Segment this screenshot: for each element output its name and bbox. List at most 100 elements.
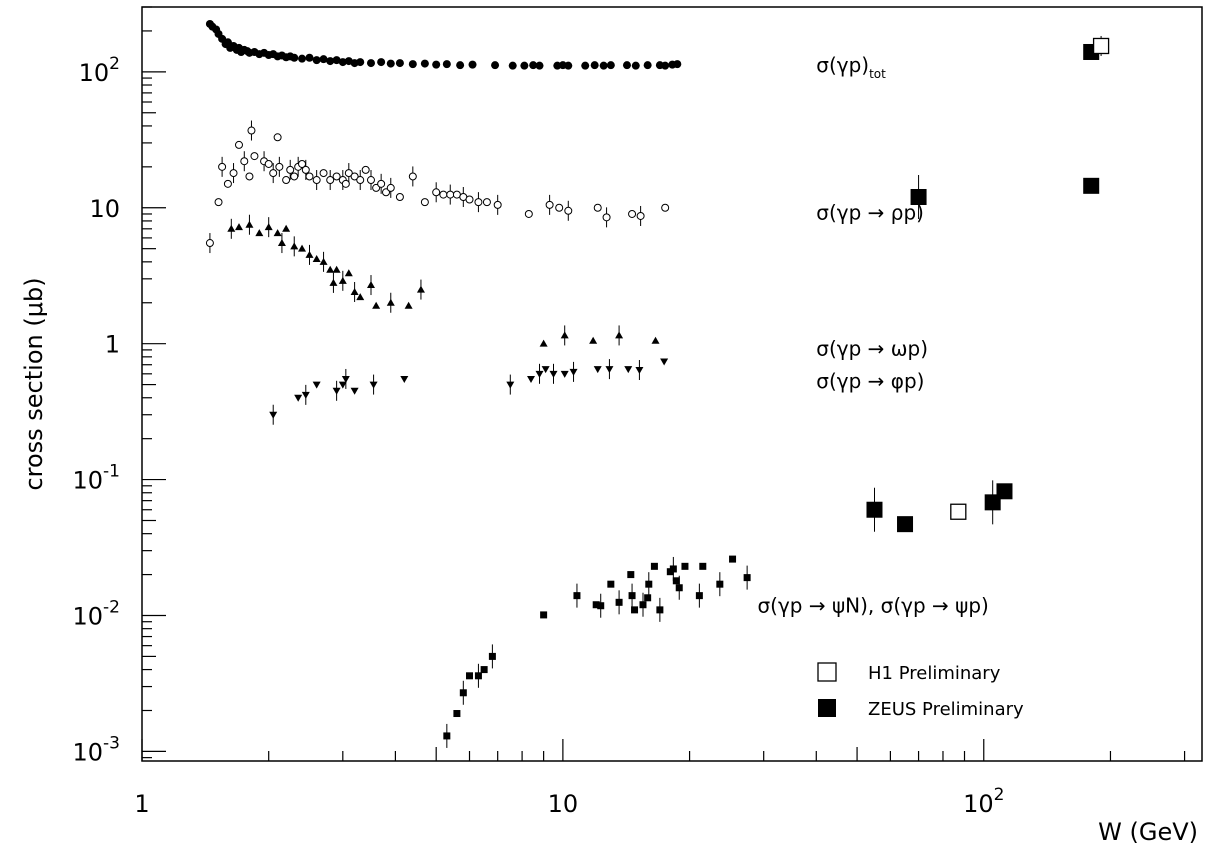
- data-point: [540, 611, 548, 619]
- data-point: [628, 592, 636, 600]
- series-annotation: σ(γp → ψN), σ(γp → ψp): [757, 594, 988, 618]
- data-point: [386, 298, 395, 306]
- data-point: [545, 200, 554, 209]
- data-point: [661, 61, 670, 70]
- data-point: [592, 601, 600, 609]
- data-point: [573, 592, 581, 600]
- data-point: [624, 366, 633, 374]
- data-point: [326, 176, 335, 185]
- data-point: [245, 220, 254, 228]
- data-point: [1092, 37, 1110, 55]
- data-point: [366, 281, 375, 289]
- data-point: [332, 387, 341, 395]
- data-point: [644, 594, 652, 602]
- series-annotation: σ(γp → ρp): [816, 200, 924, 224]
- data-point: [273, 229, 282, 237]
- data-point: [269, 411, 278, 419]
- data-point: [474, 672, 482, 680]
- data-point: [560, 370, 569, 378]
- plot-frame: [141, 6, 1203, 762]
- data-point: [628, 209, 637, 218]
- data-point: [395, 192, 404, 201]
- data-point: [227, 224, 236, 232]
- data-point: [622, 61, 631, 70]
- data-point: [404, 301, 413, 309]
- data-point: [432, 188, 441, 197]
- legend-label: ZEUS Preliminary: [868, 699, 1024, 720]
- data-point: [294, 394, 303, 402]
- data-point: [420, 59, 429, 68]
- data-point: [350, 172, 359, 181]
- data-point: [549, 370, 558, 378]
- data-point: [350, 287, 359, 295]
- data-point: [593, 203, 602, 212]
- data-point: [356, 293, 365, 301]
- data-point: [482, 198, 491, 207]
- data-point: [329, 278, 338, 286]
- data-point: [605, 366, 614, 374]
- data-point: [416, 285, 425, 293]
- data-point: [493, 200, 502, 209]
- data-point: [599, 61, 608, 70]
- data-point: [442, 60, 451, 69]
- data-point: [645, 580, 653, 588]
- data-point: [372, 301, 381, 309]
- data-point: [660, 358, 669, 366]
- data-point: [607, 580, 615, 588]
- data-point: [480, 666, 488, 674]
- data-point: [564, 61, 573, 70]
- data-point: [564, 206, 573, 215]
- data-point: [643, 61, 652, 70]
- data-point: [338, 58, 347, 67]
- data-point: [332, 56, 341, 65]
- data-point: [699, 562, 707, 570]
- data-point: [245, 172, 254, 181]
- y-axis-label: cross section (μb): [20, 277, 48, 490]
- data-point: [593, 366, 602, 374]
- data-point: [319, 55, 328, 64]
- data-point: [474, 198, 483, 207]
- data-point: [488, 652, 496, 660]
- data-point: [344, 269, 353, 277]
- y-tick-label: 10-2: [73, 597, 121, 630]
- data-point: [627, 571, 635, 579]
- data-point: [743, 574, 751, 582]
- data-point: [672, 577, 680, 585]
- data-point: [290, 53, 299, 62]
- tick-labels: 1 10 102 10-3 10-2 10-1 1 10 102: [73, 54, 1005, 818]
- data-point: [218, 162, 227, 171]
- data-point: [282, 224, 291, 232]
- data-point: [290, 172, 299, 181]
- data-point: [661, 203, 670, 212]
- data-point: [589, 336, 598, 344]
- data-point: [996, 483, 1013, 500]
- data-point: [298, 54, 307, 63]
- data-point: [527, 375, 536, 383]
- data-point: [395, 59, 404, 68]
- data-point: [439, 190, 448, 199]
- data-point: [636, 211, 645, 220]
- data-point: [669, 565, 677, 573]
- data-point: [247, 126, 256, 135]
- data-point: [319, 257, 328, 265]
- data-point: [255, 229, 264, 237]
- data-point: [229, 169, 238, 178]
- data-point: [356, 176, 365, 185]
- data-point: [275, 162, 284, 171]
- data-point: [950, 503, 967, 520]
- y-tick-label: 1: [105, 331, 120, 359]
- data-point: [466, 672, 474, 680]
- x-axis-label: W (GeV): [1098, 818, 1198, 846]
- data-point: [465, 195, 474, 204]
- legend-marker: [817, 662, 837, 682]
- data-point: [369, 381, 378, 389]
- data-point: [312, 56, 321, 65]
- data-point: [234, 140, 243, 149]
- data-point: [240, 157, 249, 166]
- data-point: [615, 598, 623, 606]
- data-point: [1083, 177, 1100, 194]
- series-annotation: σ(γp → φp): [816, 369, 924, 393]
- data-point: [560, 331, 569, 339]
- data-point: [675, 584, 683, 592]
